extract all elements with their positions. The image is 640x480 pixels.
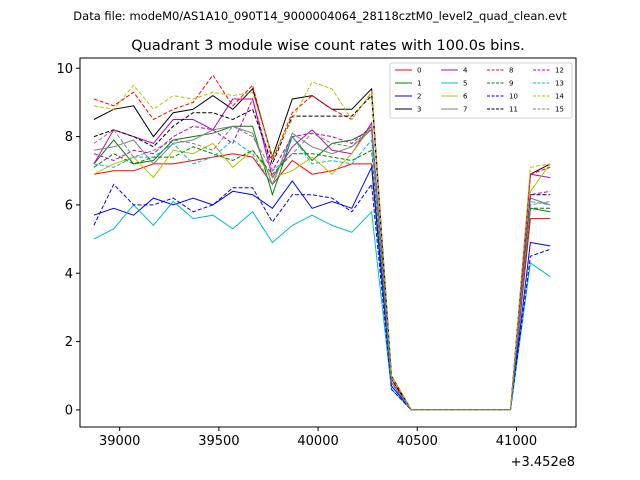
legend-label-10: 10 <box>509 93 518 101</box>
legend-label-7: 7 <box>463 106 467 114</box>
legend-box <box>389 62 573 119</box>
legend-label-4: 4 <box>463 67 468 75</box>
series-line-11 <box>93 94 551 411</box>
legend-label-15: 15 <box>555 106 564 114</box>
series-line-5 <box>93 200 551 411</box>
legend-label-9: 9 <box>509 80 513 88</box>
series-lines <box>93 74 551 411</box>
legend-label-12: 12 <box>555 67 564 75</box>
data-file-caption: Data file: modeM0/AS1A10_090T14_90000040… <box>73 9 567 23</box>
y-tick-label: 8 <box>65 130 73 145</box>
y-tick-label: 2 <box>65 335 73 350</box>
x-tick-label: 40500 <box>397 434 438 449</box>
chart-title: Quadrant 3 module wise count rates with … <box>131 38 525 54</box>
series-line-10 <box>93 183 551 411</box>
legend-label-1: 1 <box>417 80 421 88</box>
series-line-13 <box>93 135 551 411</box>
series-line-1 <box>93 125 551 411</box>
series-line-0 <box>93 153 551 411</box>
x-tick-label: 40000 <box>297 434 338 449</box>
y-tick-label: 0 <box>65 403 73 418</box>
legend-label-11: 11 <box>509 106 518 114</box>
series-line-12 <box>93 97 551 411</box>
series-line-3 <box>93 87 551 411</box>
plot-frame <box>79 57 577 428</box>
legend-label-2: 2 <box>417 93 421 101</box>
y-tick-label: 4 <box>65 267 73 282</box>
x-tick-label: 39500 <box>198 434 239 449</box>
x-tick-label: 41000 <box>496 434 537 449</box>
series-line-2 <box>93 165 551 411</box>
legend-label-14: 14 <box>555 93 564 101</box>
legend-label-3: 3 <box>417 106 421 114</box>
y-tick-label: 6 <box>65 198 73 213</box>
series-line-9 <box>93 146 551 411</box>
legend-label-0: 0 <box>417 67 421 75</box>
y-tick-label: 10 <box>56 62 73 77</box>
series-line-7 <box>93 125 551 411</box>
series-line-6 <box>93 124 551 411</box>
legend-label-5: 5 <box>463 80 467 88</box>
series-line-15 <box>93 125 551 411</box>
legend-label-8: 8 <box>509 67 513 75</box>
legend-label-6: 6 <box>463 93 468 101</box>
series-line-14 <box>93 81 551 411</box>
legend-label-13: 13 <box>555 80 564 88</box>
x-tick-label: 39000 <box>99 434 140 449</box>
x-offset-label: +3.452e8 <box>511 455 575 470</box>
